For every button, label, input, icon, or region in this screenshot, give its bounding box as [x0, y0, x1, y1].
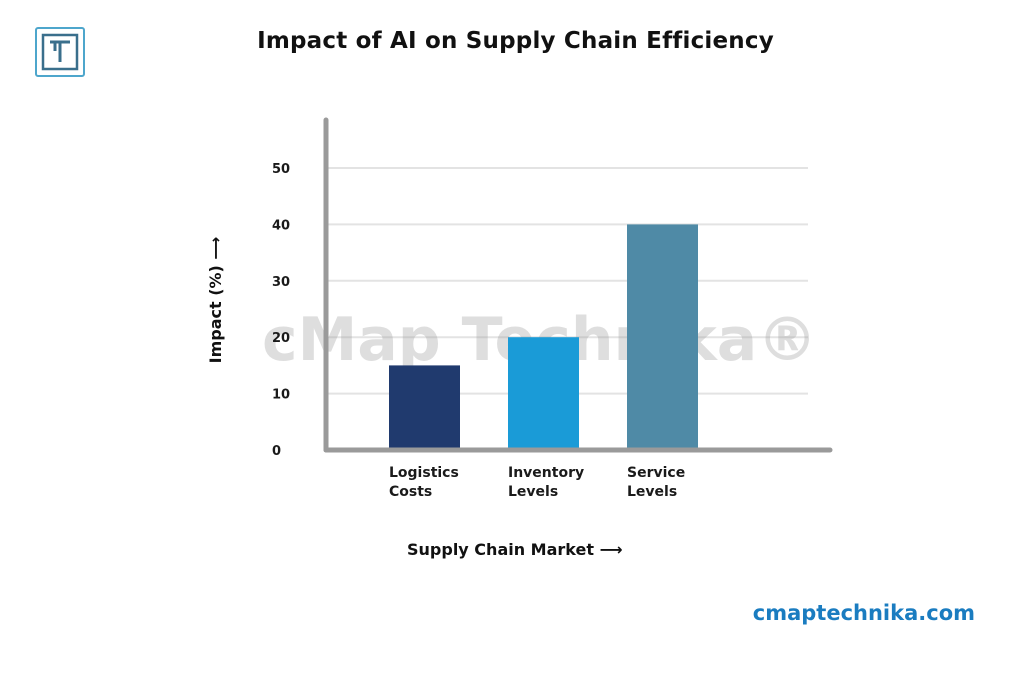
x-tick-label: Inventory: [508, 465, 584, 481]
x-tick-labels: Logistics Costs Inventory Levels Service Leve…: [389, 465, 685, 500]
bar-1: [508, 337, 579, 448]
y-tick-label: 40: [272, 218, 290, 233]
y-tick-label: 30: [272, 275, 290, 290]
bar-0: [389, 365, 460, 448]
x-tick-label: Costs: [389, 484, 432, 500]
chart-title: Impact of AI on Supply Chain Efficiency: [257, 28, 774, 54]
y-tick-label: 10: [272, 388, 290, 403]
bars: [389, 224, 698, 448]
x-tick-label: Service: [627, 465, 685, 481]
y-tick-label: 50: [272, 162, 290, 177]
x-axis-title: Supply Chain Market ⟶: [407, 540, 623, 559]
x-tick-label: Levels: [627, 484, 677, 500]
x-tick-label: Logistics: [389, 465, 459, 481]
y-axis-title: Impact (%) ⟶: [206, 237, 225, 364]
bar-2: [627, 224, 698, 448]
y-tick-label: 0: [272, 444, 281, 459]
brand-logo-icon: [35, 27, 85, 77]
y-tick-labels: 0 10 20 30 40 50: [272, 162, 290, 459]
y-tick-label: 20: [272, 331, 290, 346]
website-link[interactable]: cmaptechnika.com: [752, 601, 975, 625]
x-tick-label: Levels: [508, 484, 558, 500]
